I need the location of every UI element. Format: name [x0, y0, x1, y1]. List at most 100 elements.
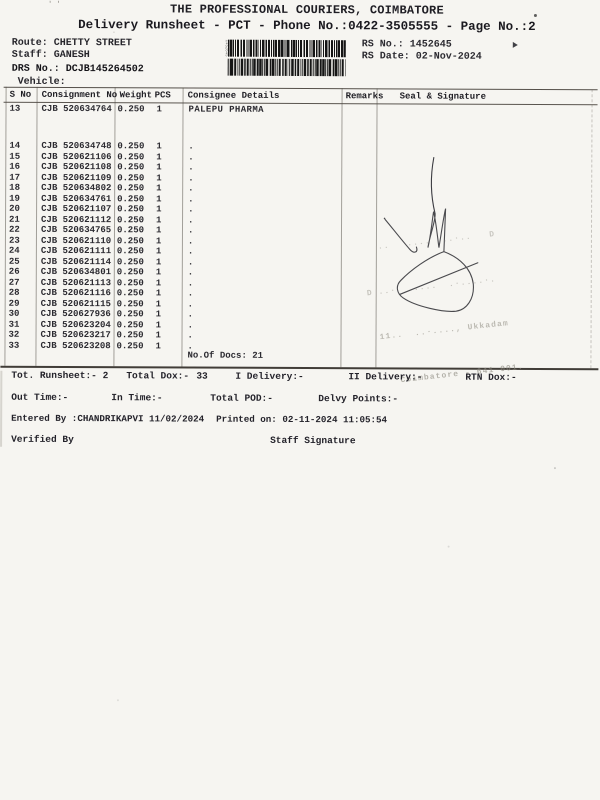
cell-weight: 0.250 — [116, 235, 144, 246]
cell-consignment-no: CJB 520623208 — [40, 340, 111, 351]
runsheet-barcode: 1452645 — [223, 40, 346, 78]
cell-consignee: . — [187, 257, 194, 268]
cell-consignee: . — [188, 152, 195, 163]
cell-consignment-no: CJB 520623217 — [40, 329, 111, 341]
cell-consignment-no: CJB 520634765 — [40, 224, 112, 236]
cell-consignment-no: CJB 520621116 — [40, 287, 111, 299]
cell-consignment-no: CJB 520621107 — [41, 203, 112, 215]
scan-speck — [533, 14, 537, 18]
cell-consignment-no: CJB 520621112 — [41, 214, 112, 225]
cell-pcs: 1 — [155, 256, 162, 267]
cell-consignee: . — [188, 173, 195, 184]
cell-weight: 0.250 — [116, 277, 144, 288]
scan-speck-arrow — [512, 41, 518, 48]
cell-pcs: 1 — [155, 235, 162, 246]
rs-number: RS No.: 1452645 — [361, 39, 452, 51]
cell-s-no: 31 — [8, 319, 20, 330]
cell-consignment-no: CJB 520621110 — [40, 235, 112, 246]
cell-consignment-no: CJB 520621109 — [41, 172, 112, 183]
cell-weight: 0.250 — [116, 298, 144, 309]
verified-by-label: Verified By — [11, 433, 74, 446]
cell-pcs: 1 — [156, 214, 162, 225]
barcode-band-top — [227, 39, 346, 58]
cell-consignee: . — [187, 320, 194, 331]
cell-consignment-no: CJB 520621108 — [41, 161, 112, 173]
staff-signature-label: Staff Signature — [270, 434, 356, 447]
cell-s-no: 26 — [8, 266, 20, 277]
scan-mark: ′ ′ — [47, 0, 61, 9]
printed-on: Printed on: 02-11-2024 11:05:54 — [216, 413, 388, 426]
cell-consignment-no: CJB 520623204 — [40, 319, 111, 330]
cell-weight: 0.250 — [117, 162, 145, 173]
cell-consignee: . — [187, 309, 194, 320]
cell-s-no: 29 — [8, 298, 20, 309]
scan-speck — [116, 699, 119, 702]
cell-pcs: 1 — [156, 162, 162, 173]
cell-consignment-no: CJB 520621106 — [41, 151, 112, 162]
company-title: THE PROFESSIONAL COURIERS, COIMBATORE — [170, 2, 444, 18]
cell-pcs: 1 — [156, 104, 162, 115]
cell-consignment-no: CJB 520634748 — [41, 140, 112, 152]
cell-pcs: 1 — [155, 298, 162, 309]
cell-weight: 0.250 — [117, 214, 145, 225]
document-title: Delivery Runsheet - PCT - Phone No.:0422… — [78, 18, 536, 35]
cell-weight: 0.250 — [116, 330, 144, 341]
cell-consignee: . — [187, 246, 194, 257]
cell-s-no: 20 — [9, 203, 20, 214]
cell-pcs: 1 — [155, 340, 161, 351]
cell-s-no: 24 — [8, 245, 20, 256]
cell-pcs: 1 — [156, 193, 162, 204]
cell-s-no: 30 — [8, 308, 20, 319]
cell-consignment-no: CJB 520621113 — [40, 277, 112, 288]
delvy-points: Delvy Points:- — [318, 393, 399, 405]
cell-pcs: 1 — [155, 319, 162, 330]
cell-consignee: . — [187, 330, 194, 341]
cell-consignment-no: CJB 520621115 — [40, 298, 111, 309]
cell-s-no: 14 — [9, 140, 21, 151]
column-header-remarks: Remarks — [345, 91, 384, 102]
tot-runsheet: Tot. Runsheet:- 2 — [11, 369, 109, 382]
cell-consignee: . — [187, 299, 194, 310]
cell-weight: 0.250 — [117, 104, 145, 115]
cell-weight: 0.250 — [117, 141, 145, 152]
cell-consignee: . — [187, 288, 194, 299]
cell-s-no: 21 — [9, 214, 20, 225]
out-time: Out Time:- — [11, 391, 69, 403]
cell-consignment-no: CJB 520634801 — [40, 266, 112, 278]
column-header-s-no: S No — [9, 89, 32, 100]
cell-pcs: 1 — [156, 172, 162, 183]
cell-pcs: 1 — [155, 288, 162, 299]
rtn-dox: RTN Dox:- — [465, 371, 517, 383]
cell-pcs: 1 — [155, 309, 162, 320]
cell-weight: 0.250 — [117, 204, 145, 215]
staff-line: Staff: GANESH — [11, 49, 90, 62]
cell-pcs: 1 — [156, 183, 162, 194]
cell-consignee: . — [187, 267, 194, 278]
column-header-pcs: PCS — [154, 90, 171, 101]
cell-s-no: 13 — [9, 103, 21, 114]
table-row: 13 CJB 520634764 0.250 1 PALEPU PHARMA — [0, 104, 600, 117]
cell-weight: 0.250 — [117, 172, 145, 183]
cell-consignment-no: CJB 520634764 — [41, 103, 112, 115]
column-header-weight: Weight — [119, 90, 153, 101]
cell-weight: 0.250 — [116, 267, 144, 278]
cell-pcs: 1 — [156, 151, 162, 162]
ii-delivery: II Delivery:- — [348, 371, 423, 383]
scan-speck — [447, 545, 450, 548]
cell-consignee: . — [188, 141, 195, 152]
scan-edge-smudge — [0, 370, 3, 447]
cell-consignment-no: CJB 520627936 — [40, 308, 111, 320]
cell-consignee: . — [187, 236, 194, 247]
total-dox-label: Total Dox:- — [126, 370, 190, 382]
column-header-seal-signature: Seal & Signature — [399, 91, 487, 102]
cell-s-no: 16 — [9, 161, 21, 172]
cell-pcs: 1 — [155, 246, 162, 257]
scan-mark: · — [111, 29, 117, 38]
scan-speck — [553, 467, 556, 470]
stamp-line: .. .... ..·.. D — [377, 230, 496, 252]
barcode-band-bottom — [227, 58, 346, 77]
cell-consignment-no: CJB 520634761 — [41, 193, 112, 204]
cell-consignee: . — [187, 278, 194, 289]
cell-s-no: 33 — [8, 340, 20, 351]
